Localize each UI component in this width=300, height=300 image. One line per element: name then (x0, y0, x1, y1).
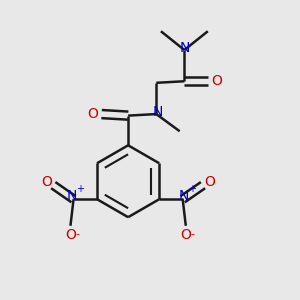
Text: O: O (41, 175, 52, 189)
Text: +: + (76, 184, 84, 194)
Text: N: N (153, 106, 163, 119)
Text: O: O (204, 175, 215, 189)
Text: -: - (191, 230, 195, 239)
Text: O: O (65, 228, 76, 242)
Text: O: O (87, 107, 98, 121)
Text: -: - (75, 230, 79, 239)
Text: N: N (179, 189, 189, 203)
Text: +: + (188, 184, 196, 194)
Text: N: N (179, 41, 190, 56)
Text: N: N (67, 189, 77, 203)
Text: O: O (211, 74, 222, 88)
Text: O: O (180, 228, 191, 242)
